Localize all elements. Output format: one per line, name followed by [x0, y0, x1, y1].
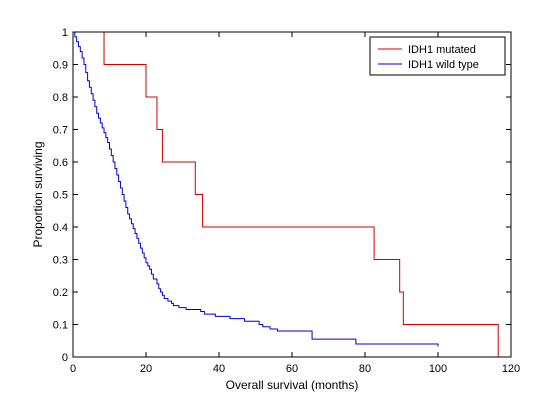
x-tick-label: 60	[286, 363, 298, 375]
plot-area	[73, 32, 511, 357]
x-tick-label: 80	[359, 363, 371, 375]
series-line-0	[73, 31, 499, 357]
legend-box	[369, 36, 506, 76]
x-tick-label: 120	[502, 363, 520, 375]
x-axis-label: Overall survival (months)	[226, 378, 359, 392]
y-tick-label: 0	[62, 352, 68, 364]
y-tick-label: 1	[62, 27, 68, 39]
legend-label-0: IDH1 mutated	[408, 44, 476, 56]
y-tick-label: 0.4	[53, 222, 68, 234]
series-layer	[73, 31, 499, 357]
y-tick-label: 0.8	[53, 92, 68, 104]
x-tick-label: 20	[140, 363, 152, 375]
y-tick-label: 0.5	[53, 190, 68, 202]
y-tick-label: 0.9	[53, 60, 68, 72]
y-tick-label: 0.7	[53, 125, 68, 137]
legend-label-1: IDH1 wild type	[408, 59, 479, 71]
y-tick-label: 0.3	[53, 255, 68, 267]
x-tick-label: 100	[429, 363, 447, 375]
ticks-layer: 0 20 40 60 80 100 120 0 0.1 0.2 0.3 0.4 0.5 0.6 0.7 0.8…	[53, 27, 520, 375]
legend: IDH1 mutated IDH1 wild type	[369, 36, 506, 76]
x-tick-label: 0	[70, 363, 76, 375]
y-tick-label: 0.1	[53, 320, 68, 332]
y-tick-label: 0.2	[53, 287, 68, 299]
series-line-1	[73, 31, 439, 347]
y-tick-label: 0.6	[53, 157, 68, 169]
x-tick-label: 40	[213, 363, 225, 375]
y-axis-label: Proportion surviving	[31, 141, 45, 247]
